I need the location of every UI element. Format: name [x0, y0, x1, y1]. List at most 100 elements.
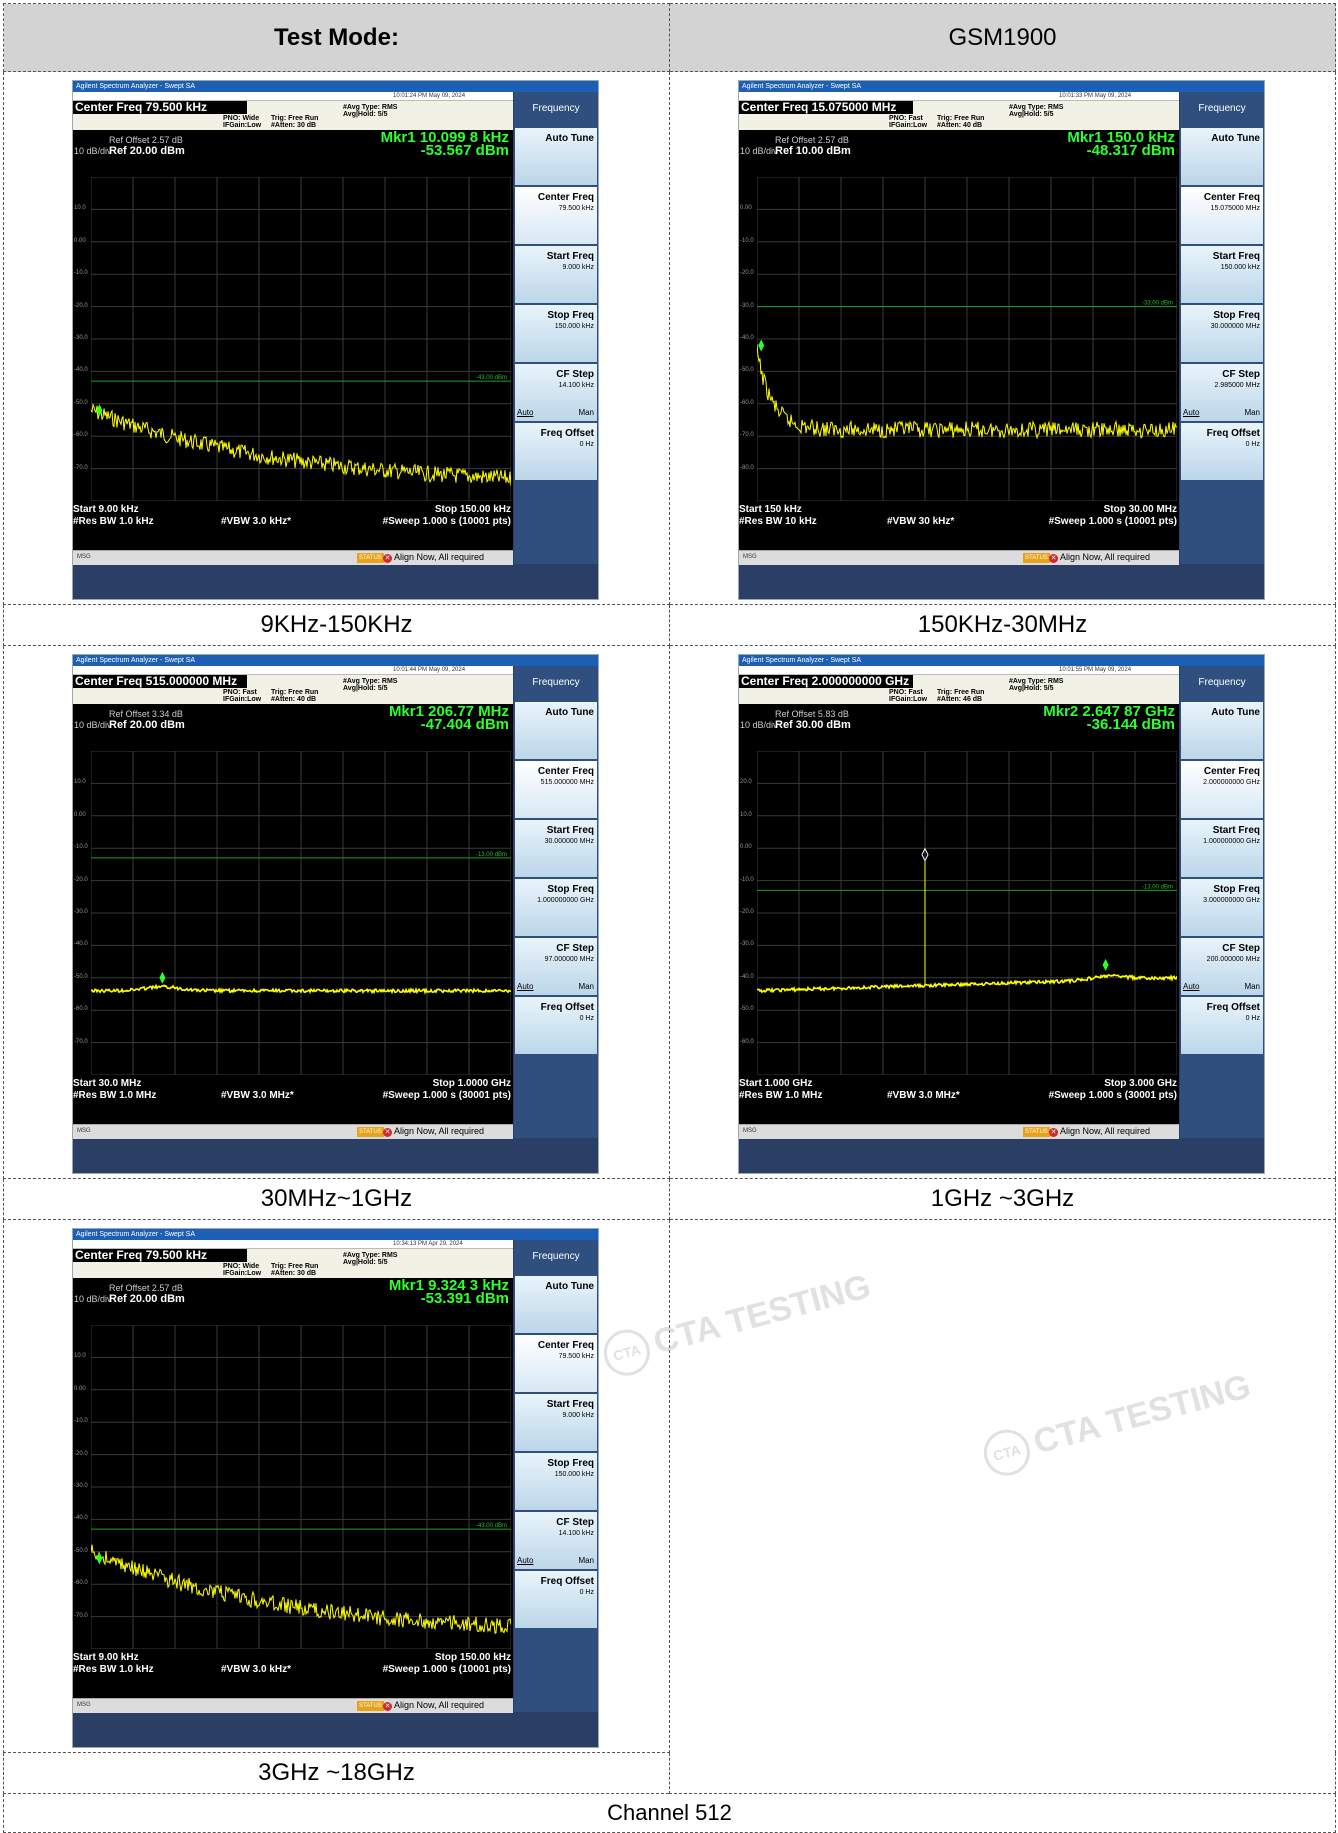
y-axis-label: -30.0	[74, 909, 88, 915]
active-marker-diamond	[96, 404, 103, 417]
start-freq-button[interactable]: Start Freq 1.000000000 GHz	[1181, 820, 1263, 877]
auto-tune-button[interactable]: Auto Tune	[1181, 702, 1263, 759]
cf-step-button[interactable]: CF Step 97.000000 MHz Auto Man	[515, 938, 597, 995]
start-frequency: Start 150 kHz	[739, 504, 802, 515]
y-axis-label: -10.0	[74, 1418, 88, 1425]
center-freq-readout: Center Freq 79.500 kHz	[73, 1249, 247, 1262]
window-title: Agilent Spectrum Analyzer - Swept SA	[739, 81, 1264, 92]
freq-offset-button[interactable]: Freq Offset 0 Hz	[1181, 423, 1263, 480]
status-badge: STATUS	[357, 1701, 384, 1711]
test-mode-label: Test Mode:	[3, 3, 670, 72]
center-freq-readout: Center Freq 79.500 kHz	[73, 101, 247, 114]
trace-line	[91, 983, 511, 995]
center-freq-readout: Center Freq 15.075000 MHz	[739, 101, 913, 114]
start-freq-button[interactable]: Start Freq 9.000 kHz	[515, 1394, 597, 1451]
start-frequency: Start 9.00 kHz	[73, 1652, 139, 1663]
marker-frequency: Mkr1 10.099 8 kHz	[380, 129, 509, 146]
limit-line-label: -43.00 dBm	[476, 1523, 507, 1529]
start-freq-button[interactable]: Start Freq 150.000 kHz	[1181, 246, 1263, 303]
scale-per-div: 10 dB/div	[74, 146, 112, 156]
freq-offset-button[interactable]: Freq Offset 0 Hz	[515, 1571, 597, 1628]
stop-freq-button[interactable]: Stop Freq 30.000000 MHz	[1181, 305, 1263, 362]
plot-cell-1: Agilent Spectrum Analyzer - Swept SA 10:…	[3, 71, 670, 605]
cf-step-button[interactable]: CF Step 14.100 kHz Auto Man	[515, 1512, 597, 1569]
frequency-menu: Frequency Auto Tune Center Freq 515.00000…	[514, 666, 598, 1138]
center-freq-button[interactable]: Center Freq 2.000000000 GHz	[1181, 761, 1263, 818]
ifgain-setting: IFGain:Low	[889, 122, 928, 129]
error-icon: ✕	[1049, 1128, 1058, 1137]
atten-setting: #Atten: 40 dB	[937, 122, 983, 129]
trace-svg: -13.00 dBm	[757, 751, 1177, 1075]
msg-label: MSG	[77, 1702, 91, 1708]
avg-hold: Avg|Hold: 5/5	[1009, 685, 1054, 692]
menu-title: Frequency	[532, 103, 580, 114]
status-strip: 10:01:44 PM May 09, 2024	[73, 666, 513, 675]
freq-offset-button[interactable]: Freq Offset 0 Hz	[1181, 997, 1263, 1054]
ifgain-setting: IFGain:Low	[223, 696, 262, 703]
cf-step-button[interactable]: CF Step 200.000000 MHz Auto Man	[1181, 938, 1263, 995]
y-axis-label: -30.0	[74, 335, 88, 341]
start-frequency: Start 9.00 kHz	[73, 504, 139, 515]
marker-frequency: Mkr1 150.0 kHz	[1067, 129, 1175, 146]
frequency-menu: Frequency Auto Tune Center Freq 2.0000000…	[1180, 666, 1264, 1138]
ref-offset: Ref Offset 3.34 dB	[109, 709, 183, 719]
plot-caption-3: 30MHz~1GHz	[3, 1178, 670, 1220]
start-frequency: Start 1.000 GHz	[739, 1078, 813, 1089]
pno-setting: PNO: Wide	[223, 1263, 260, 1270]
status-strip: 10:01:55 PM May 09, 2024	[739, 666, 1179, 675]
atten-setting: #Atten: 30 dB	[271, 1270, 317, 1277]
align-now-message: ✕ Align Now, All required	[383, 1126, 485, 1137]
stop-freq-button[interactable]: Stop Freq 150.000 kHz	[515, 1453, 597, 1510]
stop-freq-button[interactable]: Stop Freq 1.000000000 GHz	[515, 879, 597, 936]
window-title: Agilent Spectrum Analyzer - Swept SA	[73, 1229, 598, 1240]
auto-tune-button[interactable]: Auto Tune	[515, 702, 597, 759]
marker-amplitude: -53.567 dBm	[420, 142, 509, 159]
trace-grid: -13.00 dBm	[757, 751, 1177, 1075]
active-marker-diamond	[1102, 958, 1109, 971]
marker-amplitude: -36.144 dBm	[1086, 716, 1175, 733]
marker-frequency: Mkr1 206.77 MHz	[388, 703, 509, 720]
y-axis-label: 20.0	[740, 779, 752, 786]
status-badge: STATUS	[357, 1127, 384, 1137]
auto-tune-button[interactable]: Auto Tune	[515, 128, 597, 185]
msg-label: MSG	[743, 1128, 757, 1134]
center-freq-button[interactable]: Center Freq 79.500 kHz	[515, 1335, 597, 1392]
marker-amplitude: -53.391 dBm	[420, 1290, 509, 1307]
menu-title: Frequency	[1198, 677, 1246, 688]
stop-frequency: Stop 150.00 kHz	[434, 1652, 511, 1663]
limit-line-label: -43.00 dBm	[476, 375, 507, 381]
graph-panel: Ref Offset 2.57 dB 10 dB/div Ref 20.00 d…	[73, 130, 513, 550]
status-strip: 10:01:24 PM May 09, 2024	[73, 92, 513, 101]
ref-offset: Ref Offset 5.83 dB	[775, 709, 849, 719]
stop-freq-button[interactable]: Stop Freq 150.000 kHz	[515, 305, 597, 362]
cf-step-button[interactable]: CF Step 2.985000 MHz Auto Man	[1181, 364, 1263, 421]
video-bandwidth: #VBW 3.0 MHz*	[887, 1090, 960, 1101]
center-freq-button[interactable]: Center Freq 79.500 kHz	[515, 187, 597, 244]
trace-line	[91, 1544, 511, 1635]
status-badge: STATUS	[357, 553, 384, 563]
stop-freq-button[interactable]: Stop Freq 3.000000000 GHz	[1181, 879, 1263, 936]
freq-offset-button[interactable]: Freq Offset 0 Hz	[515, 997, 597, 1054]
auto-tune-button[interactable]: Auto Tune	[515, 1276, 597, 1333]
center-freq-button[interactable]: Center Freq 15.075000 MHz	[1181, 187, 1263, 244]
trigger-setting: Trig: Free Run	[271, 115, 319, 122]
window-title: Agilent Spectrum Analyzer - Swept SA	[73, 81, 598, 92]
stop-frequency: Stop 30.00 MHz	[1103, 504, 1177, 515]
center-freq-button[interactable]: Center Freq 515.000000 MHz	[515, 761, 597, 818]
auto-tune-button[interactable]: Auto Tune	[1181, 128, 1263, 185]
cf-step-button[interactable]: CF Step 14.100 kHz Auto Man	[515, 364, 597, 421]
trace-line	[757, 973, 1177, 994]
error-icon: ✕	[383, 554, 392, 563]
freq-offset-button[interactable]: Freq Offset 0 Hz	[515, 423, 597, 480]
test-mode-value: GSM1900	[669, 3, 1336, 72]
y-axis-label: -60.0	[74, 1580, 88, 1587]
start-freq-button[interactable]: Start Freq 30.000000 MHz	[515, 820, 597, 877]
ref-offset: Ref Offset 2.57 dB	[109, 1283, 183, 1293]
spectrum-analyzer-screenshot-2: Agilent Spectrum Analyzer - Swept SA 10:…	[738, 80, 1265, 600]
y-axis-label: -10.0	[74, 844, 88, 851]
avg-type: #Avg Type: RMS	[1009, 678, 1064, 685]
video-bandwidth: #VBW 3.0 kHz*	[221, 516, 292, 527]
y-axis-label: 10.0	[74, 1353, 86, 1360]
pno-setting: PNO: Wide	[223, 115, 260, 122]
start-freq-button[interactable]: Start Freq 9.000 kHz	[515, 246, 597, 303]
